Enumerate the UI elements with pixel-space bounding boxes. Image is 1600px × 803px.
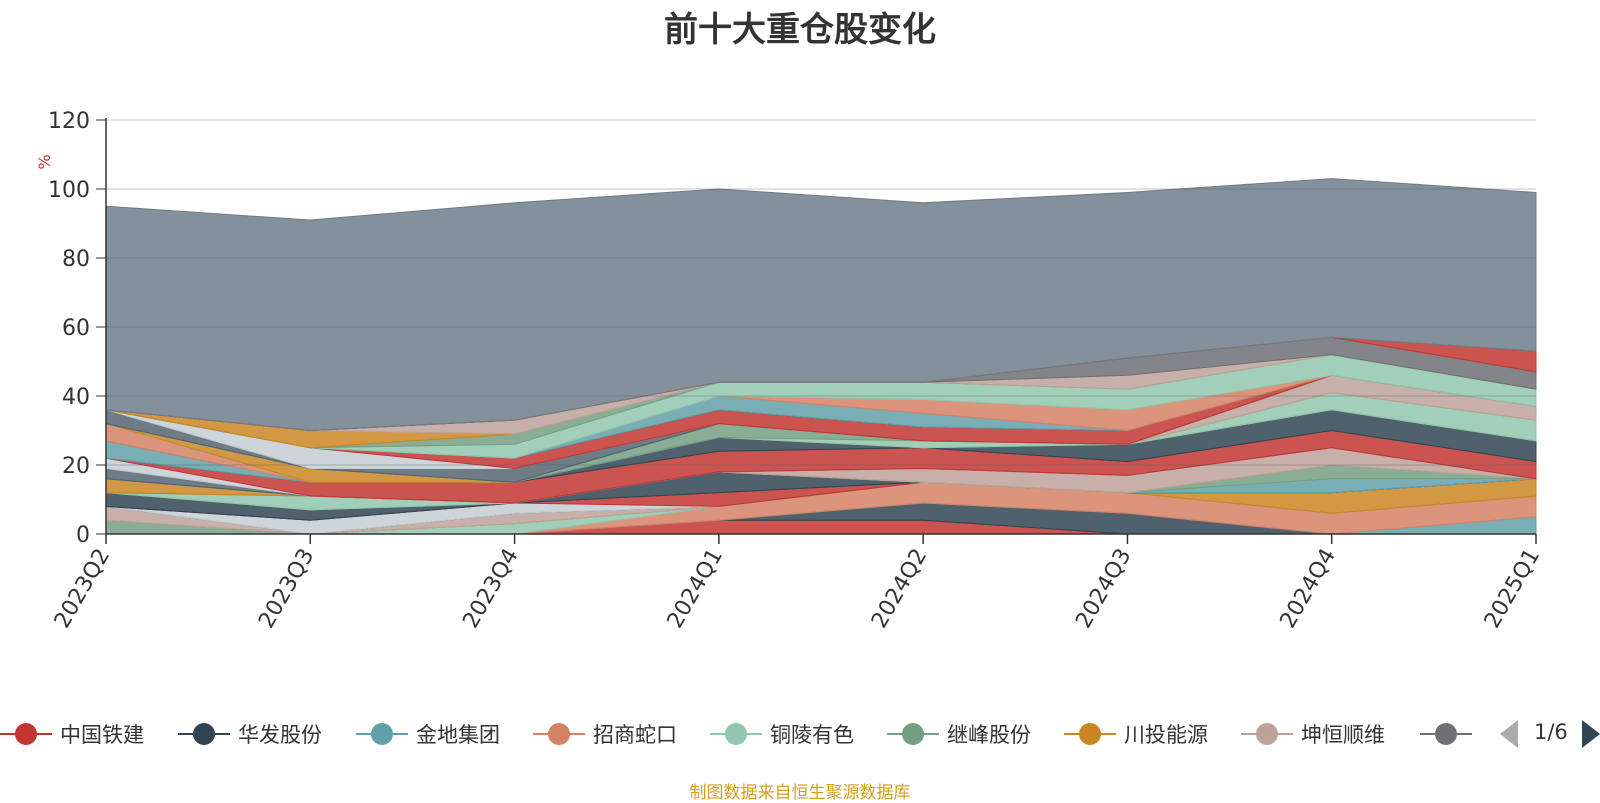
x-tick-label-2: 2023Q4 <box>458 545 523 633</box>
legend-item-2[interactable]: 金地集团 <box>356 716 500 752</box>
pager-next-arrow-icon[interactable] <box>1582 720 1600 748</box>
x-tick-label-5: 2024Q3 <box>1071 545 1136 633</box>
legend-label: 中国铁建 <box>60 723 144 747</box>
source-note: 制图数据来自恒生聚源数据库 <box>689 783 911 803</box>
legend-item-6[interactable]: 川投能源 <box>1064 716 1208 752</box>
legend-pager: 1/6 <box>1500 716 1600 752</box>
x-tick-label-0: 2023Q2 <box>50 545 115 633</box>
legend-item-5[interactable]: 继峰股份 <box>887 716 1031 752</box>
legend-marker-icon <box>1241 716 1293 752</box>
legend: 中国铁建 华发股份 金地集团 招商蛇口 铜陵有色 继峰股份 川投能源 坤恒顺维 <box>0 716 1600 752</box>
legend-item-1[interactable]: 华发股份 <box>178 716 322 752</box>
legend-marker-icon <box>710 716 762 752</box>
x-tick-label-1: 2023Q3 <box>254 545 319 633</box>
x-tick-label-7: 2025Q1 <box>1480 545 1545 633</box>
legend-item-0[interactable]: 中国铁建 <box>0 716 144 752</box>
legend-item-3[interactable]: 招商蛇口 <box>533 716 677 752</box>
y-axis-label: % <box>35 154 54 169</box>
legend-marker-icon <box>887 716 939 752</box>
legend-label: 华发股份 <box>238 723 322 747</box>
x-tick-label-4: 2024Q2 <box>867 545 932 633</box>
y-tick-label-20: 20 <box>62 454 90 479</box>
area-layer <box>105 178 1537 535</box>
grid-layer <box>106 119 1536 466</box>
legend-item-7[interactable]: 坤恒顺维 <box>1241 716 1385 752</box>
y-tick-label-120: 120 <box>48 109 90 134</box>
legend-label: 招商蛇口 <box>593 723 677 747</box>
x-tick-label-3: 2024Q1 <box>663 545 728 633</box>
pager-page-indicator: 1/6 <box>1534 720 1568 744</box>
legend-label: 金地集团 <box>416 723 500 747</box>
y-tick-label-0: 0 <box>76 523 90 548</box>
chart-title: 前十大重仓股变化 <box>664 10 936 50</box>
area-series-43 <box>105 178 1537 432</box>
y-tick-label-100: 100 <box>48 178 90 203</box>
y-tick-label-80: 80 <box>62 247 90 272</box>
y-tick-label-60: 60 <box>62 316 90 341</box>
legend-marker-icon <box>356 716 408 752</box>
legend-label: 继峰股份 <box>947 723 1031 747</box>
legend-item-4[interactable]: 铜陵有色 <box>710 716 854 752</box>
legend-label: 铜陵有色 <box>770 723 854 747</box>
stacked-area-chart: 0 20 40 60 80 100 120% 2023Q2 2023Q3 2023Q4 2024Q1… <box>35 109 1545 633</box>
legend-marker-icon <box>533 716 585 752</box>
x-tick-label-6: 2024Q4 <box>1276 545 1341 633</box>
legend-label: 坤恒顺维 <box>1301 723 1385 747</box>
legend-marker-icon <box>178 716 230 752</box>
legend-label: 川投能源 <box>1124 723 1208 747</box>
y-tick-label-40: 40 <box>62 385 90 410</box>
legend-marker-icon <box>0 716 52 752</box>
legend-marker-icon <box>1064 716 1116 752</box>
pager-prev-arrow-icon[interactable] <box>1500 720 1518 748</box>
legend-marker-icon <box>1420 716 1472 752</box>
legend-item-8[interactable] <box>1420 716 1472 752</box>
